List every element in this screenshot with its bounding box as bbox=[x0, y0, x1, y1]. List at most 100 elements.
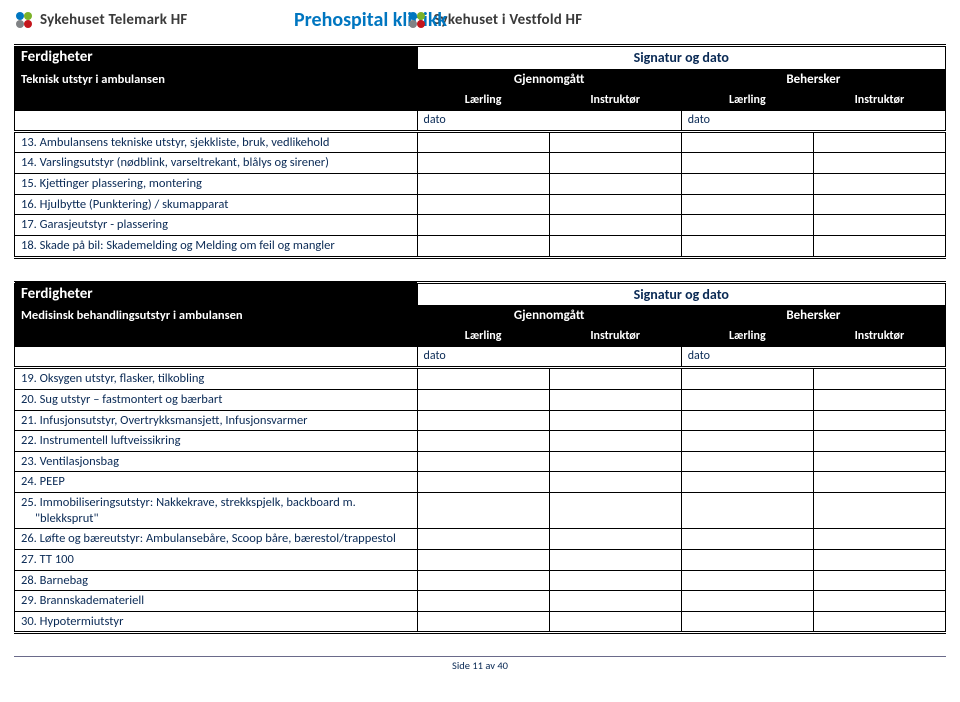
signature-cell[interactable] bbox=[549, 368, 681, 390]
signature-cell[interactable] bbox=[549, 410, 681, 431]
signature-cell[interactable] bbox=[813, 194, 945, 215]
signature-cell[interactable] bbox=[417, 194, 549, 215]
logo-left-text: Sykehuset Telemark HF bbox=[40, 11, 187, 29]
signature-cell[interactable] bbox=[417, 389, 549, 410]
signature-cell[interactable] bbox=[549, 215, 681, 236]
signature-cell[interactable] bbox=[681, 131, 813, 153]
signature-cell[interactable] bbox=[681, 194, 813, 215]
signature-cell[interactable] bbox=[417, 153, 549, 174]
signature-cell[interactable] bbox=[681, 570, 813, 591]
signature-cell[interactable] bbox=[417, 549, 549, 570]
signature-cell[interactable] bbox=[417, 431, 549, 452]
signature-cell[interactable] bbox=[681, 389, 813, 410]
signature-cell[interactable] bbox=[681, 431, 813, 452]
signature-cell[interactable] bbox=[549, 549, 681, 570]
signature-cell[interactable] bbox=[549, 611, 681, 633]
signature-cell[interactable] bbox=[417, 131, 549, 153]
hdr-signatur: Signatur og dato bbox=[417, 46, 945, 70]
signature-cell[interactable] bbox=[549, 235, 681, 257]
signature-cell[interactable] bbox=[549, 194, 681, 215]
signature-cell[interactable] bbox=[417, 174, 549, 195]
signature-cell[interactable] bbox=[549, 529, 681, 550]
row-description: 30. Hypotermiutstyr bbox=[15, 611, 418, 633]
hdr-dato: dato bbox=[681, 347, 945, 368]
signature-cell[interactable] bbox=[549, 431, 681, 452]
skills-table-2: Ferdigheter Signatur og dato Medisinsk b… bbox=[14, 281, 946, 635]
row-description: 14. Varslingsutstyr (nødblink, varseltre… bbox=[15, 153, 418, 174]
page-header: Sykehuset Telemark HF Prehospital klinik… bbox=[14, 10, 946, 30]
signature-cell[interactable] bbox=[813, 570, 945, 591]
signature-cell[interactable] bbox=[417, 591, 549, 612]
signature-cell[interactable] bbox=[813, 549, 945, 570]
signature-cell[interactable] bbox=[549, 472, 681, 493]
hdr-laerling: Lærling bbox=[681, 327, 813, 347]
signature-cell[interactable] bbox=[813, 235, 945, 257]
signature-cell[interactable] bbox=[813, 368, 945, 390]
signature-cell[interactable] bbox=[813, 174, 945, 195]
table-row: 20. Sug utstyr – fastmontert og bærbart bbox=[15, 389, 946, 410]
signature-cell[interactable] bbox=[417, 451, 549, 472]
table-row: 30. Hypotermiutstyr bbox=[15, 611, 946, 633]
signature-cell[interactable] bbox=[813, 389, 945, 410]
signature-cell[interactable] bbox=[681, 472, 813, 493]
signature-cell[interactable] bbox=[417, 529, 549, 550]
signature-cell[interactable] bbox=[417, 410, 549, 431]
signature-cell[interactable] bbox=[681, 611, 813, 633]
signature-cell[interactable] bbox=[681, 410, 813, 431]
signature-cell[interactable] bbox=[417, 235, 549, 257]
table-row: 14. Varslingsutstyr (nødblink, varseltre… bbox=[15, 153, 946, 174]
signature-cell[interactable] bbox=[549, 451, 681, 472]
signature-cell[interactable] bbox=[813, 472, 945, 493]
hdr-ferdigheter: Ferdigheter bbox=[15, 282, 418, 306]
signature-cell[interactable] bbox=[813, 153, 945, 174]
table-row: 23. Ventilasjonsbag bbox=[15, 451, 946, 472]
signature-cell[interactable] bbox=[813, 611, 945, 633]
table-row: 15. Kjettinger plassering, montering bbox=[15, 174, 946, 195]
signature-cell[interactable] bbox=[549, 570, 681, 591]
signature-cell[interactable] bbox=[813, 493, 945, 529]
hospital-logo-icon bbox=[407, 10, 427, 30]
row-description: 18. Skade på bil: Skademelding og Meldin… bbox=[15, 235, 418, 257]
table-row: 24. PEEP bbox=[15, 472, 946, 493]
signature-cell[interactable] bbox=[681, 153, 813, 174]
signature-cell[interactable] bbox=[681, 368, 813, 390]
hdr-laerling: Lærling bbox=[681, 90, 813, 110]
signature-cell[interactable] bbox=[813, 131, 945, 153]
signature-cell[interactable] bbox=[417, 472, 549, 493]
row-description: 25. Immobiliseringsutstyr: Nakkekrave, s… bbox=[15, 493, 418, 529]
signature-cell[interactable] bbox=[549, 591, 681, 612]
signature-cell[interactable] bbox=[681, 529, 813, 550]
signature-cell[interactable] bbox=[549, 389, 681, 410]
row-description: 17. Garasjeutstyr - plassering bbox=[15, 215, 418, 236]
signature-cell[interactable] bbox=[417, 368, 549, 390]
row-description: 13. Ambulansens tekniske utstyr, sjekkli… bbox=[15, 131, 418, 153]
signature-cell[interactable] bbox=[549, 131, 681, 153]
hdr-instruktor: Instruktør bbox=[549, 327, 681, 347]
signature-cell[interactable] bbox=[417, 570, 549, 591]
signature-cell[interactable] bbox=[417, 215, 549, 236]
signature-cell[interactable] bbox=[681, 493, 813, 529]
signature-cell[interactable] bbox=[681, 174, 813, 195]
signature-cell[interactable] bbox=[681, 235, 813, 257]
table-row: 27. TT 100 bbox=[15, 549, 946, 570]
signature-cell[interactable] bbox=[681, 451, 813, 472]
signature-cell[interactable] bbox=[813, 410, 945, 431]
hdr-blank bbox=[15, 90, 418, 110]
signature-cell[interactable] bbox=[417, 611, 549, 633]
signature-cell[interactable] bbox=[681, 549, 813, 570]
signature-cell[interactable] bbox=[549, 153, 681, 174]
signature-cell[interactable] bbox=[549, 493, 681, 529]
signature-cell[interactable] bbox=[813, 529, 945, 550]
row-description: 20. Sug utstyr – fastmontert og bærbart bbox=[15, 389, 418, 410]
hdr-section-title: Teknisk utstyr i ambulansen bbox=[15, 69, 418, 90]
signature-cell[interactable] bbox=[681, 591, 813, 612]
hdr-gjennomgatt: Gjennomgått bbox=[417, 69, 681, 90]
signature-cell[interactable] bbox=[813, 451, 945, 472]
signature-cell[interactable] bbox=[813, 591, 945, 612]
signature-cell[interactable] bbox=[813, 431, 945, 452]
signature-cell[interactable] bbox=[549, 174, 681, 195]
signature-cell[interactable] bbox=[813, 215, 945, 236]
signature-cell[interactable] bbox=[417, 493, 549, 529]
skills-table-1: Ferdigheter Signatur og dato Teknisk uts… bbox=[14, 44, 946, 259]
signature-cell[interactable] bbox=[681, 215, 813, 236]
